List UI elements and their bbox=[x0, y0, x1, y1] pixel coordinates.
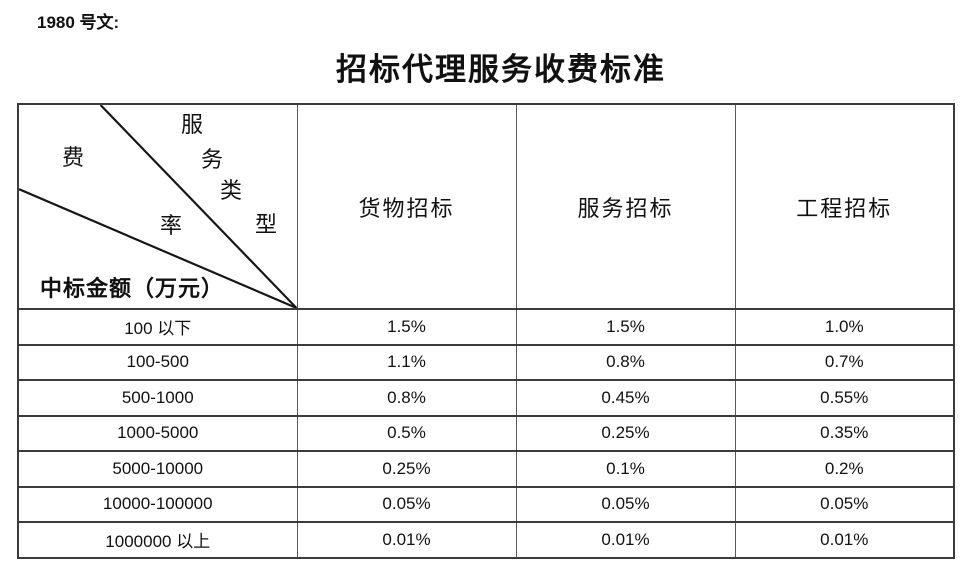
corner-label-service-type-char-2: 务 bbox=[200, 147, 224, 172]
corner-label-fee-rate-char-2: 率 bbox=[159, 213, 183, 238]
rate-cell: 1.1% bbox=[296, 343, 517, 381]
diagonal-line-lower bbox=[19, 188, 297, 308]
amount-range-cell: 500-1000 bbox=[17, 379, 298, 417]
column-header-service-bidding: 服务招标 bbox=[515, 103, 736, 310]
table-row: 10000-100000 0.05% 0.05% 0.05% bbox=[17, 485, 955, 523]
rate-cell: 0.35% bbox=[734, 414, 955, 452]
rate-cell: 0.7% bbox=[734, 343, 955, 381]
rate-cell: 0.55% bbox=[734, 379, 955, 417]
table-row: 100 以下 1.5% 1.5% 1.0% bbox=[17, 308, 955, 346]
amount-range-cell: 1000-5000 bbox=[17, 414, 298, 452]
rate-cell: 0.01% bbox=[296, 521, 517, 559]
corner-label-fee-rate-char-1: 费 bbox=[61, 145, 85, 170]
rate-cell: 1.0% bbox=[734, 308, 955, 346]
rate-cell: 0.2% bbox=[734, 450, 955, 488]
rate-cell: 1.5% bbox=[296, 308, 517, 346]
table-row: 1000-5000 0.5% 0.25% 0.35% bbox=[17, 414, 955, 452]
document-ref-number: 1980 号文: bbox=[37, 13, 120, 32]
rate-cell: 0.45% bbox=[515, 379, 736, 417]
diagonal-line-upper bbox=[99, 105, 297, 308]
amount-range-cell: 100-500 bbox=[17, 343, 298, 381]
rate-cell: 0.5% bbox=[296, 414, 517, 452]
column-header-goods-bidding: 货物招标 bbox=[296, 103, 517, 310]
corner-label-service-type-char-4: 型 bbox=[254, 212, 278, 237]
rate-cell: 0.8% bbox=[515, 343, 736, 381]
fee-standard-table: 服 费 务 类 率 型 中标金额（万元） 货物招标 服务招标 工程招标 100 … bbox=[17, 103, 955, 559]
corner-label-service-type-char-1: 服 bbox=[180, 112, 204, 137]
rate-cell: 0.05% bbox=[734, 485, 955, 523]
rate-cell: 0.05% bbox=[515, 485, 736, 523]
amount-range-cell: 100 以下 bbox=[17, 308, 298, 346]
rate-cell: 0.1% bbox=[515, 450, 736, 488]
amount-range-cell: 5000-10000 bbox=[17, 450, 298, 488]
rate-cell: 0.25% bbox=[515, 414, 736, 452]
table-row: 1000000 以上 0.01% 0.01% 0.01% bbox=[17, 521, 955, 559]
column-header-engineering-bidding: 工程招标 bbox=[734, 103, 955, 310]
amount-range-cell: 1000000 以上 bbox=[17, 521, 298, 559]
rate-cell: 0.25% bbox=[296, 450, 517, 488]
diagonal-divider-lines bbox=[19, 105, 297, 308]
table-header-row: 服 费 务 类 率 型 中标金额（万元） 货物招标 服务招标 工程招标 bbox=[17, 103, 955, 310]
rate-cell: 0.01% bbox=[515, 521, 736, 559]
corner-label-bid-amount: 中标金额（万元） bbox=[40, 276, 225, 301]
table-row: 100-500 1.1% 0.8% 0.7% bbox=[17, 343, 955, 381]
table-row: 5000-10000 0.25% 0.1% 0.2% bbox=[17, 450, 955, 488]
rate-cell: 1.5% bbox=[515, 308, 736, 346]
rate-cell: 0.05% bbox=[296, 485, 517, 523]
table-row: 500-1000 0.8% 0.45% 0.55% bbox=[17, 379, 955, 417]
amount-range-cell: 10000-100000 bbox=[17, 485, 298, 523]
rate-cell: 0.8% bbox=[296, 379, 517, 417]
corner-label-service-type-char-3: 类 bbox=[219, 178, 243, 203]
diagonal-corner-cell: 服 费 务 类 率 型 中标金额（万元） bbox=[17, 103, 298, 310]
rate-cell: 0.01% bbox=[734, 521, 955, 559]
page-title: 招标代理服务收费标准 bbox=[336, 52, 666, 87]
